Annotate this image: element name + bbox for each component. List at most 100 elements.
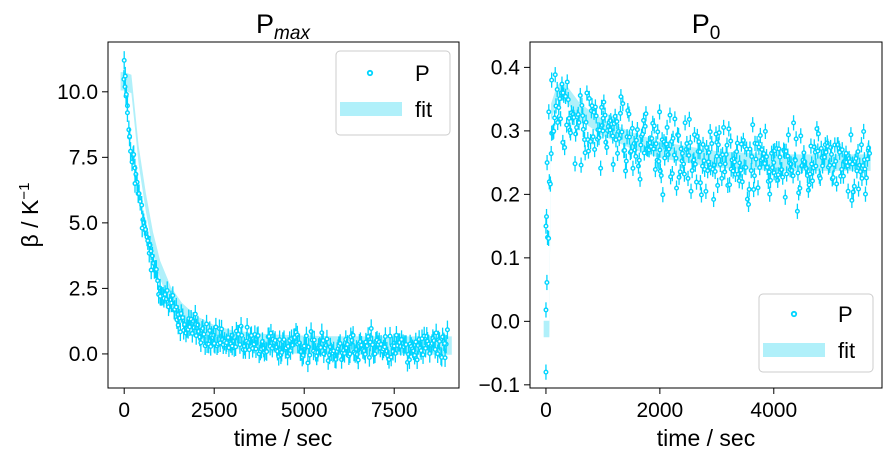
p0-marker	[657, 109, 663, 115]
p0-data-point	[780, 169, 786, 185]
p0-marker	[598, 165, 604, 171]
p0-data-point	[626, 106, 632, 122]
p0-marker	[564, 122, 570, 128]
p0-data-point	[572, 156, 578, 172]
p0-data-point	[696, 134, 702, 150]
pmax-marker	[208, 343, 214, 349]
p0-data-point	[815, 143, 821, 159]
pmax-marker	[131, 152, 137, 158]
pmax-marker	[153, 266, 159, 272]
p0-marker	[681, 161, 687, 167]
p0-data-point	[834, 176, 840, 192]
p0-data-point	[649, 130, 655, 147]
pmax-marker	[365, 333, 371, 339]
p0-legend-swatch-fit	[763, 343, 825, 357]
pmax-marker	[420, 352, 426, 358]
p0-data-point	[666, 141, 672, 157]
p0-data-point	[679, 145, 685, 161]
p0-data-point	[764, 149, 770, 165]
p0-marker	[676, 133, 682, 139]
pmax-legend-swatch-fit	[340, 102, 402, 116]
p0-marker	[696, 139, 702, 145]
p0-data-point	[626, 129, 632, 145]
p0-y-tick-label: 0.0	[491, 310, 520, 333]
pmax-marker	[157, 293, 163, 299]
p0-marker	[746, 201, 752, 207]
p0-marker	[686, 116, 692, 122]
p0-fit-band	[543, 84, 871, 338]
p0-data-point	[830, 169, 836, 186]
pmax-marker	[244, 324, 250, 330]
p0-marker	[602, 112, 608, 118]
p0-marker	[813, 163, 819, 169]
p0-data-point	[577, 87, 583, 104]
p0-marker	[697, 180, 703, 186]
p0-data-point	[726, 121, 732, 137]
p0-data-point	[848, 127, 854, 143]
pmax-data-point	[255, 326, 261, 345]
pmax-legend: P fit	[335, 50, 451, 136]
pmax-data-point	[337, 334, 343, 353]
p0-data-point	[559, 76, 565, 92]
p0-data-point	[576, 114, 582, 131]
p0-data-point	[767, 186, 773, 202]
p0-marker	[629, 125, 635, 131]
p0-data-point	[715, 137, 721, 153]
p0-marker	[640, 131, 646, 137]
pmax-data-point	[382, 337, 388, 357]
p0-marker	[651, 123, 657, 129]
p0-marker	[767, 177, 773, 183]
p0-data-point	[861, 123, 867, 140]
p0-data-point	[793, 131, 799, 147]
p0-data-point	[697, 144, 703, 160]
pmax-marker	[122, 73, 128, 79]
p0-marker	[795, 170, 801, 176]
p0-marker	[755, 185, 761, 191]
p0-data-point	[817, 170, 823, 186]
p0-data-point	[677, 164, 683, 180]
p0-marker	[548, 151, 554, 157]
p0-marker	[626, 134, 632, 140]
p0-marker	[667, 112, 673, 118]
p0-data-point	[775, 167, 781, 183]
p0-data-point	[560, 85, 566, 101]
p0-marker	[679, 150, 685, 156]
pmax-marker	[193, 333, 199, 339]
p0-marker	[637, 176, 643, 182]
p0-marker	[848, 132, 854, 138]
pmax-marker	[127, 133, 133, 139]
p0-data-point	[555, 114, 561, 131]
p0-marker	[738, 167, 744, 173]
p0-marker	[672, 116, 678, 122]
p0-x-ticks: 0 2000 4000	[540, 388, 797, 422]
p0-marker	[697, 149, 703, 155]
p0-data-point	[658, 167, 664, 184]
pmax-data-point	[253, 339, 259, 358]
p0-data-point	[712, 163, 718, 180]
p0-data-point	[558, 111, 564, 127]
p0-marker	[746, 186, 752, 192]
pmax-marker	[268, 330, 274, 336]
p0-data-point	[563, 88, 569, 105]
p0-y-tick-label: −0.1	[479, 374, 520, 397]
pmax-marker	[366, 354, 372, 360]
p0-data-point	[791, 115, 797, 131]
p0-marker	[715, 182, 721, 188]
p0-y-tick-label: 0.2	[491, 183, 520, 206]
p0-marker	[583, 119, 589, 125]
p0-marker	[546, 235, 552, 241]
p0-data-point	[739, 174, 745, 190]
p0-marker	[722, 161, 728, 167]
p0-marker	[859, 175, 865, 181]
pmax-data-point	[123, 85, 129, 104]
p0-marker	[753, 156, 759, 162]
p0-marker	[546, 109, 552, 115]
p0-data-point	[552, 67, 558, 83]
p0-data-point	[798, 128, 804, 144]
pmax-data-point	[311, 330, 317, 350]
p0-title: P0	[692, 9, 721, 44]
p0-marker	[764, 154, 770, 160]
p0-data-point	[686, 147, 692, 164]
p0-marker	[863, 175, 869, 181]
p0-marker	[704, 145, 710, 151]
